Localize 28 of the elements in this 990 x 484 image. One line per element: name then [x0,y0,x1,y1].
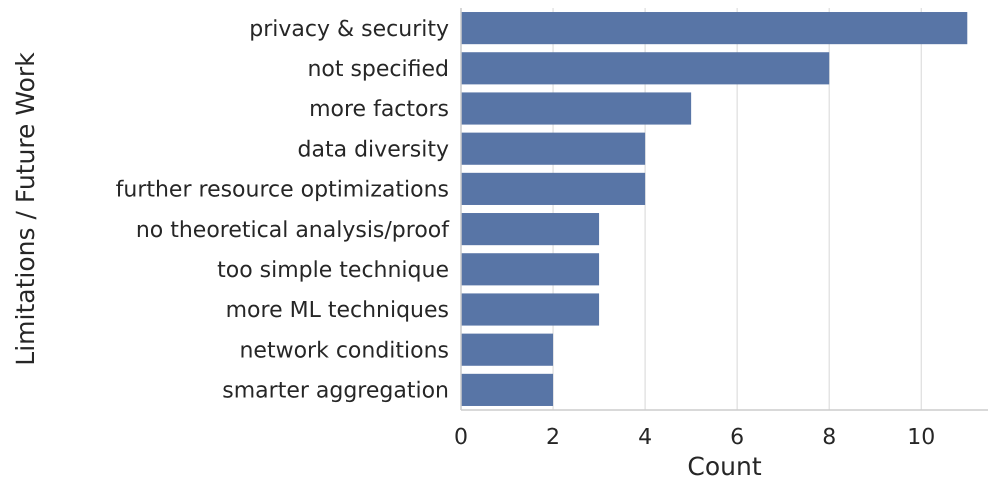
bar [461,172,646,205]
x-tick-label: 10 [907,425,936,450]
y-tick-label: data diversity [298,137,449,162]
y-axis-title: Limitations / Future Work [11,52,40,366]
x-tick-label: 8 [822,425,836,450]
y-tick-label: smarter aggregation [222,378,449,404]
y-tick-label: not specified [307,57,449,82]
bar [461,12,968,44]
x-tick-label: 6 [730,425,744,450]
bar [461,52,830,84]
y-tick-label: more ML techniques [226,298,449,324]
y-tick-label: too simple technique [217,258,449,283]
bar [461,213,600,246]
bar [461,374,554,406]
x-axis-title: Count [687,452,762,481]
x-tick-label: 0 [454,425,468,450]
x-tick-label: 4 [638,425,652,450]
y-tick-label: no theoretical analysis/proof [136,218,450,243]
bar [461,334,554,366]
y-tick-label: more factors [309,97,449,122]
y-tick-label: further resource optimizations [116,178,449,203]
bar [461,132,646,165]
bar [461,293,600,326]
y-tick-label: privacy & security [249,16,449,42]
bar [461,92,692,125]
y-tick-label: network conditions [239,338,449,364]
x-tick-label: 2 [546,425,560,450]
bar [461,253,600,286]
